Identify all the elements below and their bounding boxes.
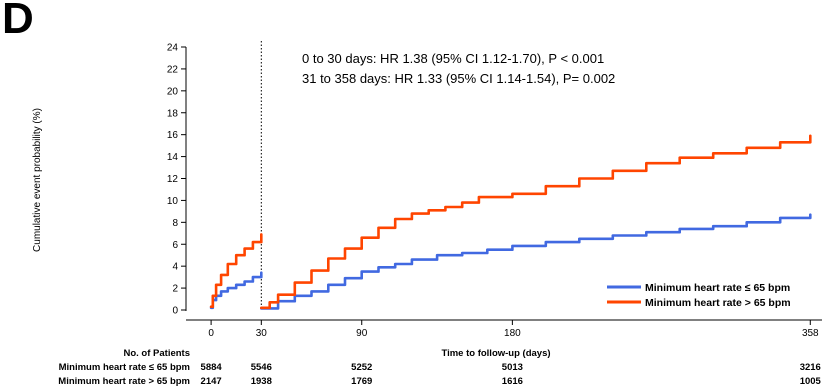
y-tick-label: 22: [167, 64, 179, 75]
risk-cell: 1769: [351, 376, 372, 387]
risk-cell: 1005: [800, 376, 822, 387]
curves: [209, 134, 812, 310]
risk-table-header: No. of Patients: [123, 348, 190, 359]
y-tick-label: 0: [172, 306, 178, 317]
x-tick-label: 0: [208, 328, 214, 339]
y-tick-label: 8: [172, 218, 178, 229]
y-axis-label: Cumulative event probability (%): [32, 108, 43, 252]
series-1-curve-segment-1: [260, 134, 812, 310]
risk-table: 5884 5546 5252 5013 3216 2147 1938 1769 1616 1005: [201, 362, 822, 387]
risk-cell: 1616: [502, 376, 523, 387]
risk-cell: 5546: [251, 362, 272, 373]
risk-row-label-low-hr: Minimum heart rate ≤ 65 bpm: [59, 362, 190, 373]
y-tick-label: 4: [172, 262, 178, 273]
risk-cell: 5884: [201, 362, 223, 373]
chart-text: 0 to 30 days: HR 1.38 (95% CI 1.12-1.70)…: [32, 51, 615, 387]
y-tick-label: 14: [167, 152, 179, 163]
legend-label-high-hr: Minimum heart rate > 65 bpm: [645, 297, 791, 309]
annotation-0-30-days: 0 to 30 days: HR 1.38 (95% CI 1.12-1.70)…: [302, 51, 604, 66]
y-tick-label: 10: [167, 196, 179, 207]
risk-cell: 2147: [201, 376, 222, 387]
series-0-curve-segment-1: [260, 213, 812, 310]
y-tick-label: 12: [167, 174, 179, 185]
y-tick-label: 16: [167, 130, 179, 141]
panel-label: D: [2, 0, 34, 43]
risk-row-label-high-hr: Minimum heart rate > 65 bpm: [58, 376, 190, 387]
x-tick-label: 180: [504, 328, 521, 339]
risk-cell: 1938: [251, 376, 272, 387]
y-tick-label: 2: [172, 284, 178, 295]
annotation-31-358-days: 31 to 358 days: HR 1.33 (95% CI 1.14-1.5…: [302, 71, 615, 86]
y-tick-label: 18: [167, 108, 179, 119]
legend-label-low-hr: Minimum heart rate ≤ 65 bpm: [645, 282, 790, 294]
risk-cell: 3216: [800, 362, 821, 373]
series-0-curve-segment-0: [209, 271, 263, 310]
y-tick-label: 6: [172, 240, 178, 251]
x-tick-label: 30: [256, 328, 268, 339]
series-1-curve-segment-0: [209, 233, 263, 308]
x-axis-label: Time to follow-up (days): [441, 348, 550, 359]
x-tick-label: 358: [802, 328, 819, 339]
risk-cell: 5013: [502, 362, 523, 373]
risk-cell: 5252: [351, 362, 372, 373]
y-tick-label: 20: [167, 86, 179, 97]
x-tick-label: 90: [356, 328, 368, 339]
legend: Minimum heart rate ≤ 65 bpm Minimum hear…: [607, 282, 791, 309]
y-tick-label: 24: [167, 43, 179, 54]
